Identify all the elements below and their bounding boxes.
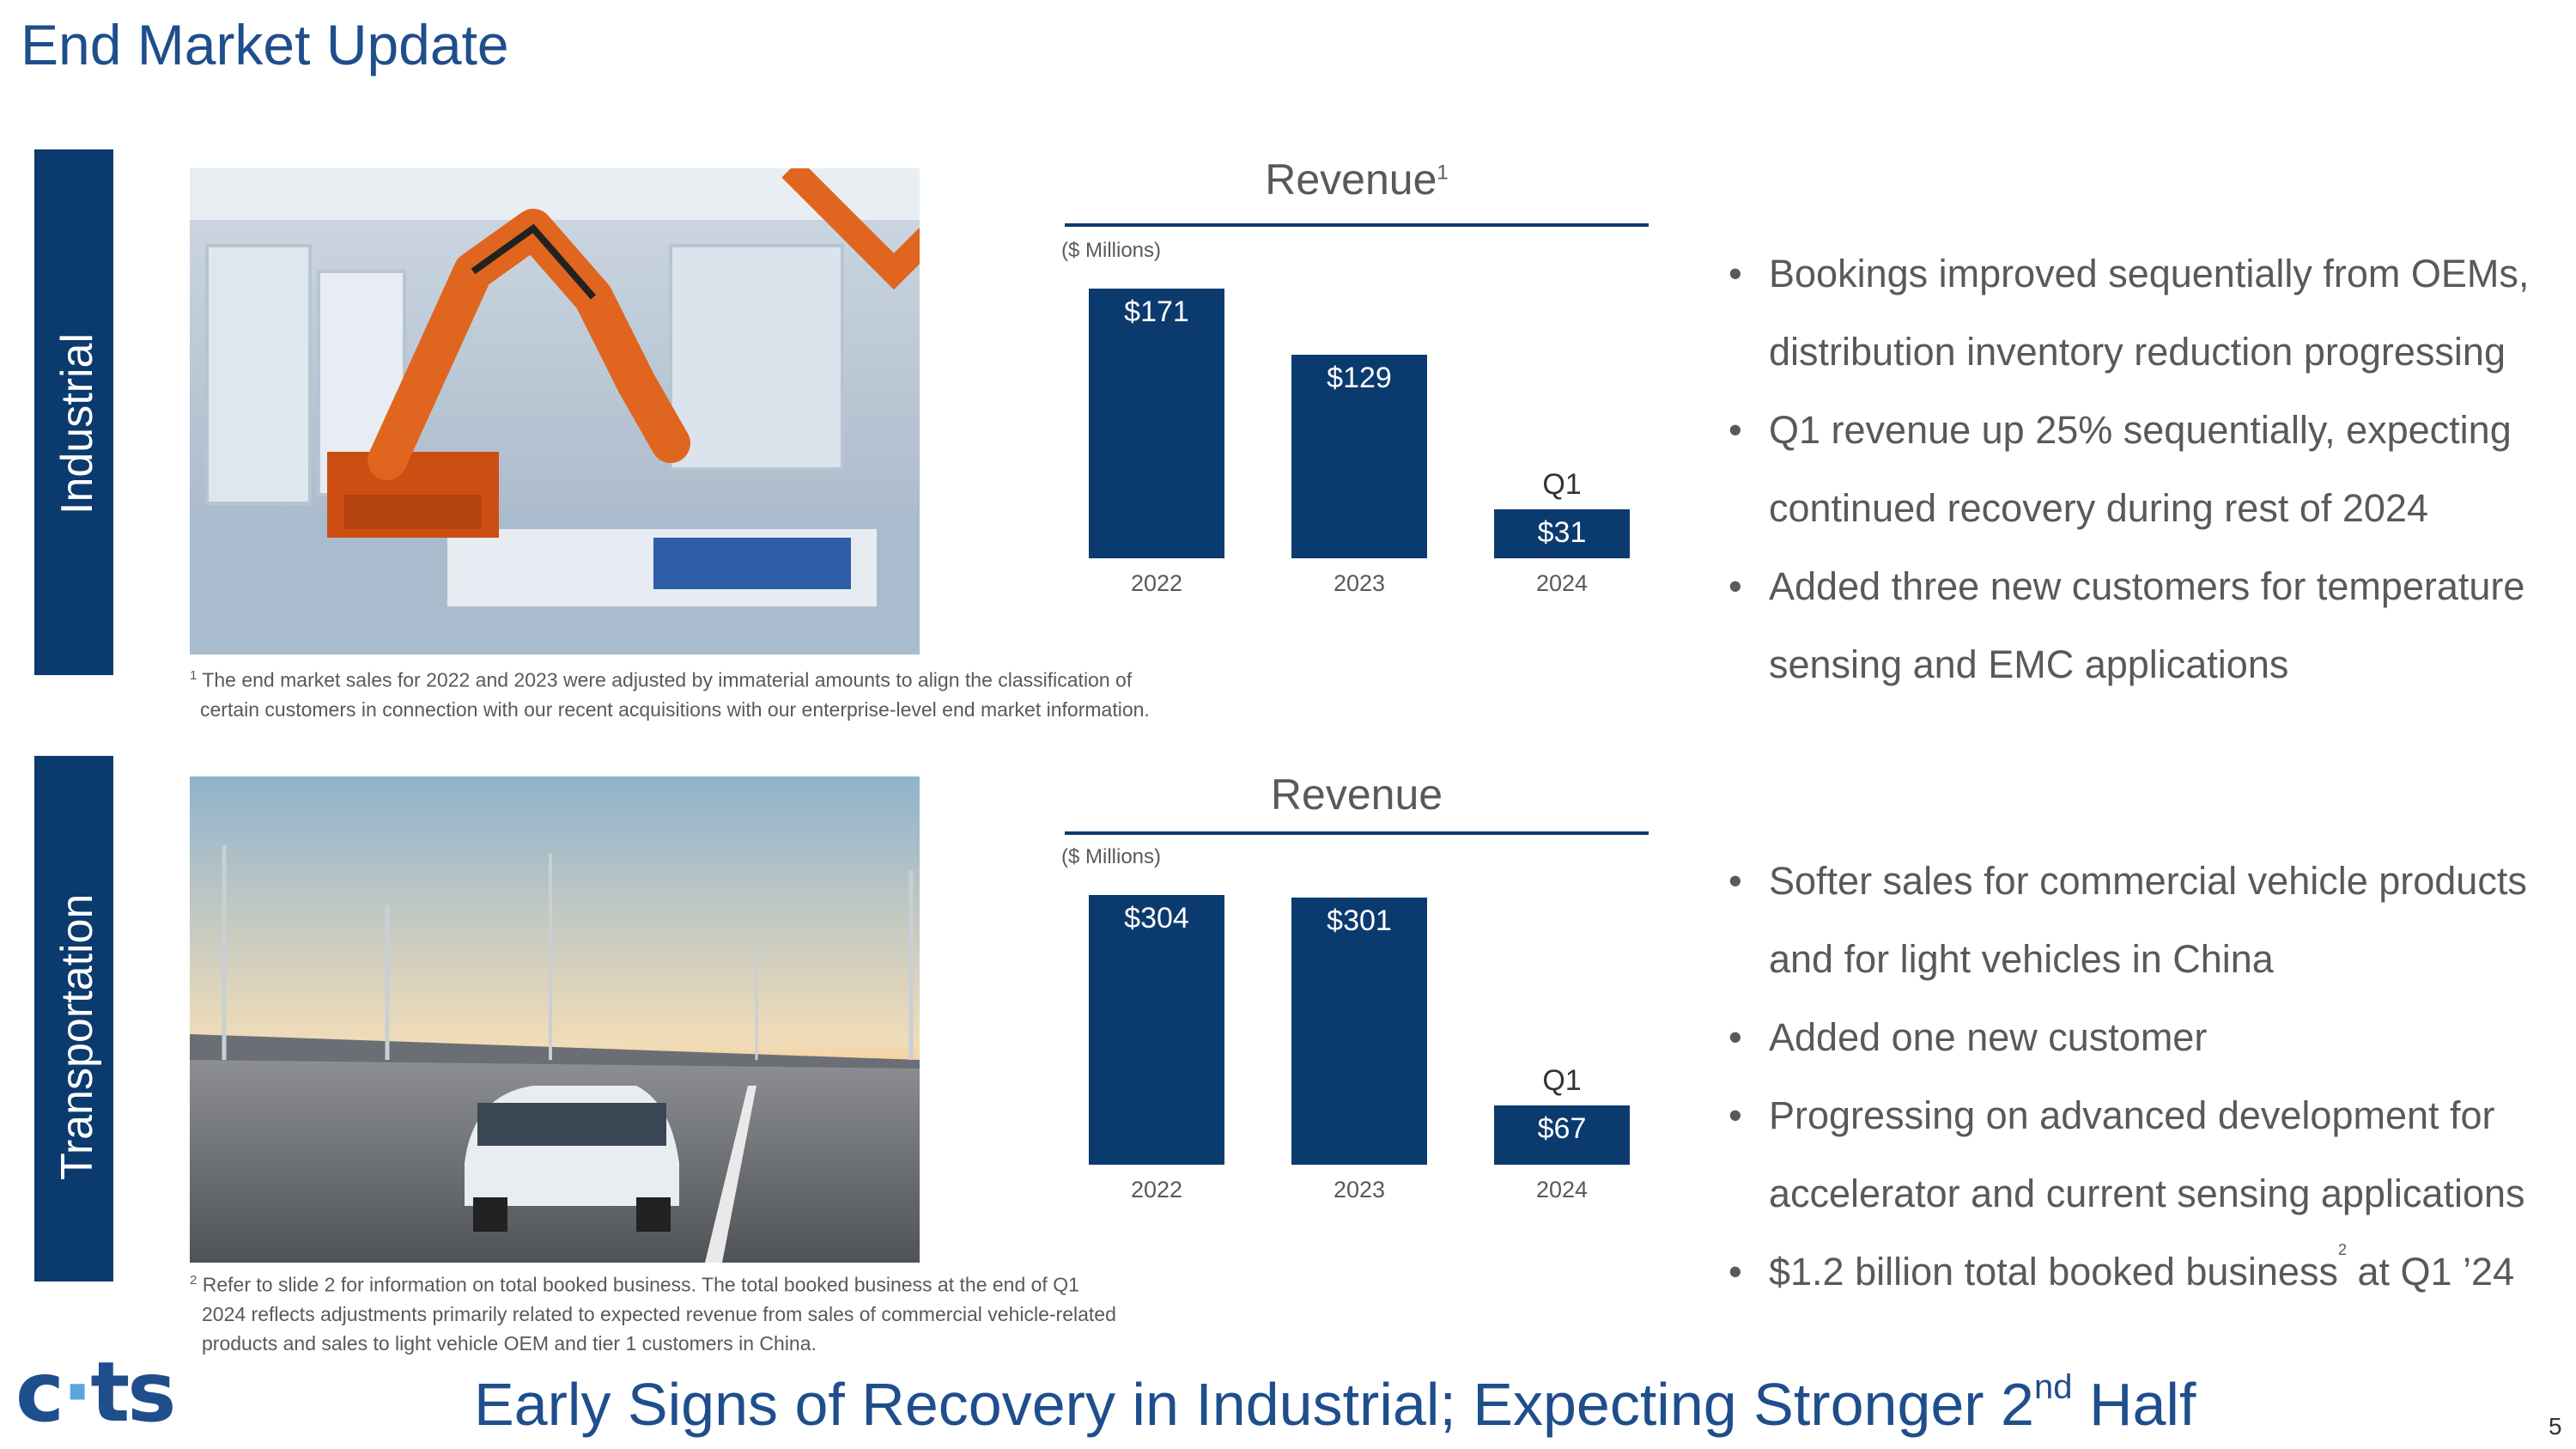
- transportation-bullet-2: • Added one new customer: [1728, 998, 2570, 1076]
- industrial-section-bar: Industrial: [34, 149, 113, 675]
- industrial-bullet-2: • Q1 revenue up 25% sequentially, expecti…: [1728, 391, 2570, 547]
- industrial-revenue-chart: $171 2022 $129 2023 $31 Q1 2024: [1065, 258, 1649, 610]
- industrial-bullet-1: • Bookings improved sequentially from OEM…: [1728, 234, 2570, 391]
- transportation-section-bar: Transportation: [34, 756, 113, 1282]
- robot-arm-photo: [190, 168, 920, 654]
- industrial-bullet-3: • Added three new customers for temperatu…: [1728, 547, 2570, 703]
- logo-letters-ts: ts: [90, 1344, 176, 1440]
- transportation-footnote-line3: products and sales to light vehicle OEM …: [202, 1331, 817, 1355]
- chart-data-label: $171: [1124, 295, 1189, 328]
- tagline-suffix: Half: [2072, 1371, 2196, 1438]
- chart-period-label: Q1: [1542, 1063, 1582, 1097]
- chart-bar: [1291, 898, 1427, 1165]
- transportation-footnote-mark: 2: [190, 1273, 197, 1288]
- logo-dot-icon: ·: [61, 1344, 94, 1440]
- chart-data-label: $31: [1537, 516, 1587, 550]
- bullet-dot-icon: •: [1728, 1015, 1742, 1059]
- bullet-line: Added three new customers for temperatur…: [1769, 564, 2525, 608]
- page-title: End Market Update: [21, 13, 509, 76]
- chart-bar: [1494, 509, 1630, 558]
- bullet-line: Q1 revenue up 25% sequentially, expectin…: [1769, 408, 2512, 452]
- chart-period-label: Q1: [1542, 468, 1582, 502]
- bullet-dot-icon: •: [1728, 1093, 1742, 1137]
- transportation-bullet-1: • Softer sales for commercial vehicle pro…: [1728, 842, 2570, 998]
- transportation-chart-title: Revenue: [1065, 770, 1649, 819]
- logo-letter-c: c: [15, 1344, 64, 1440]
- industrial-units-label: ($ Millions): [1061, 239, 1162, 262]
- bullet-line: $1.2 billion total booked business2 at Q…: [1769, 1233, 2570, 1311]
- industrial-chart-rule: [1065, 223, 1649, 227]
- chart-bar: [1089, 895, 1224, 1165]
- bullet-text-after: at Q1 ’24: [2346, 1250, 2515, 1294]
- bullet-line: sensing and EMC applications: [1769, 642, 2289, 686]
- bullet-dot-icon: •: [1728, 252, 1742, 295]
- transportation-bullet-4: • $1.2 billion total booked business2 at …: [1728, 1233, 2570, 1311]
- transportation-footnote-line1: Refer to slide 2 for information on tota…: [202, 1273, 1079, 1296]
- bullet-line: Bookings improved sequentially from OEMs…: [1769, 252, 2530, 295]
- transportation-revenue-chart: $304 2022 $301 2023 $67 Q1 2024: [1065, 864, 1649, 1216]
- industrial-section-label: Industrial: [52, 333, 102, 514]
- bullet-sup: 2: [2337, 1241, 2347, 1258]
- bullet-dot-icon: •: [1728, 564, 1742, 608]
- tagline-text: Early Signs of Recovery in Industrial; E…: [474, 1371, 2034, 1438]
- transportation-chart-rule: [1065, 831, 1649, 835]
- chart-bar: [1291, 355, 1427, 558]
- chart-x-tick-label: 2023: [1333, 1177, 1386, 1202]
- bullet-text: $1.2 billion total booked business: [1769, 1250, 2338, 1294]
- chart-x-tick-label: 2023: [1333, 570, 1386, 596]
- car-highway-photo: [190, 776, 920, 1263]
- chart-data-label: $67: [1537, 1111, 1587, 1145]
- industrial-bullets: • Bookings improved sequentially from OEM…: [1728, 234, 2570, 703]
- chart-data-label: $304: [1124, 902, 1189, 935]
- bullet-line: accelerator and current sensing applicat…: [1769, 1172, 2525, 1215]
- industrial-chart-title-text: Revenue: [1265, 155, 1437, 204]
- chart-data-label: $129: [1327, 362, 1392, 395]
- bullet-dot-icon: •: [1728, 408, 1742, 452]
- transportation-bullet-3: • Progressing on advanced development for…: [1728, 1076, 2570, 1233]
- transportation-bullets: • Softer sales for commercial vehicle pro…: [1728, 842, 2570, 1311]
- bullet-line: distribution inventory reduction progres…: [1769, 330, 2506, 374]
- industrial-chart-title-sup: 1: [1437, 161, 1449, 185]
- industrial-footnote-line2: certain customers in connection with our…: [200, 697, 1150, 721]
- transportation-section-label: Transportation: [52, 893, 102, 1180]
- industrial-footnote-line1: The end market sales for 2022 and 2023 w…: [202, 668, 1133, 691]
- transportation-chart-title-text: Revenue: [1270, 770, 1443, 819]
- chart-x-tick-label: 2024: [1535, 570, 1589, 596]
- bullet-line: continued recovery during rest of 2024: [1769, 486, 2428, 530]
- chart-x-tick-label: 2022: [1130, 570, 1183, 596]
- transportation-units-label: ($ Millions): [1061, 845, 1162, 868]
- industrial-footnote-mark: 1: [190, 668, 197, 683]
- bullet-line: Softer sales for commercial vehicle prod…: [1769, 859, 2527, 903]
- industrial-footnote: 1 The end market sales for 2022 and 2023…: [190, 661, 1306, 724]
- bullet-line: Progressing on advanced development for: [1769, 1093, 2495, 1137]
- tagline: Early Signs of Recovery in Industrial; E…: [474, 1370, 2196, 1439]
- bullet-line: Added one new customer: [1769, 1015, 2208, 1059]
- chart-x-tick-label: 2024: [1535, 1177, 1589, 1202]
- chart-bar: [1089, 289, 1224, 558]
- bullet-dot-icon: •: [1728, 1250, 1742, 1294]
- chart-bar: [1494, 1105, 1630, 1165]
- industrial-chart-title: Revenue1: [1065, 155, 1649, 204]
- transportation-footnote-line2: 2024 reflects adjustments primarily rela…: [202, 1302, 1116, 1325]
- tagline-sup: nd: [2034, 1368, 2073, 1406]
- page-number: 5: [2549, 1413, 2562, 1440]
- chart-data-label: $301: [1327, 904, 1392, 938]
- bullet-dot-icon: •: [1728, 859, 1742, 903]
- chart-x-tick-label: 2022: [1130, 1177, 1183, 1202]
- cts-logo: c·ts: [15, 1344, 176, 1440]
- transportation-footnote: 2 Refer to slide 2 for information on to…: [190, 1266, 1306, 1358]
- bullet-line: and for light vehicles in China: [1769, 937, 2274, 981]
